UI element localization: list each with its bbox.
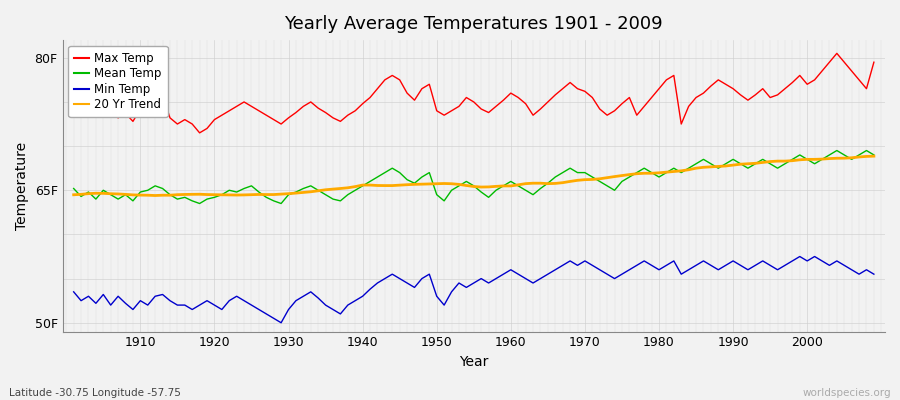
X-axis label: Year: Year — [459, 355, 489, 369]
Y-axis label: Temperature: Temperature — [15, 142, 29, 230]
Legend: Max Temp, Mean Temp, Min Temp, 20 Yr Trend: Max Temp, Mean Temp, Min Temp, 20 Yr Tre… — [68, 46, 167, 117]
Text: Latitude -30.75 Longitude -57.75: Latitude -30.75 Longitude -57.75 — [9, 388, 181, 398]
Title: Yearly Average Temperatures 1901 - 2009: Yearly Average Temperatures 1901 - 2009 — [284, 15, 663, 33]
Text: worldspecies.org: worldspecies.org — [803, 388, 891, 398]
